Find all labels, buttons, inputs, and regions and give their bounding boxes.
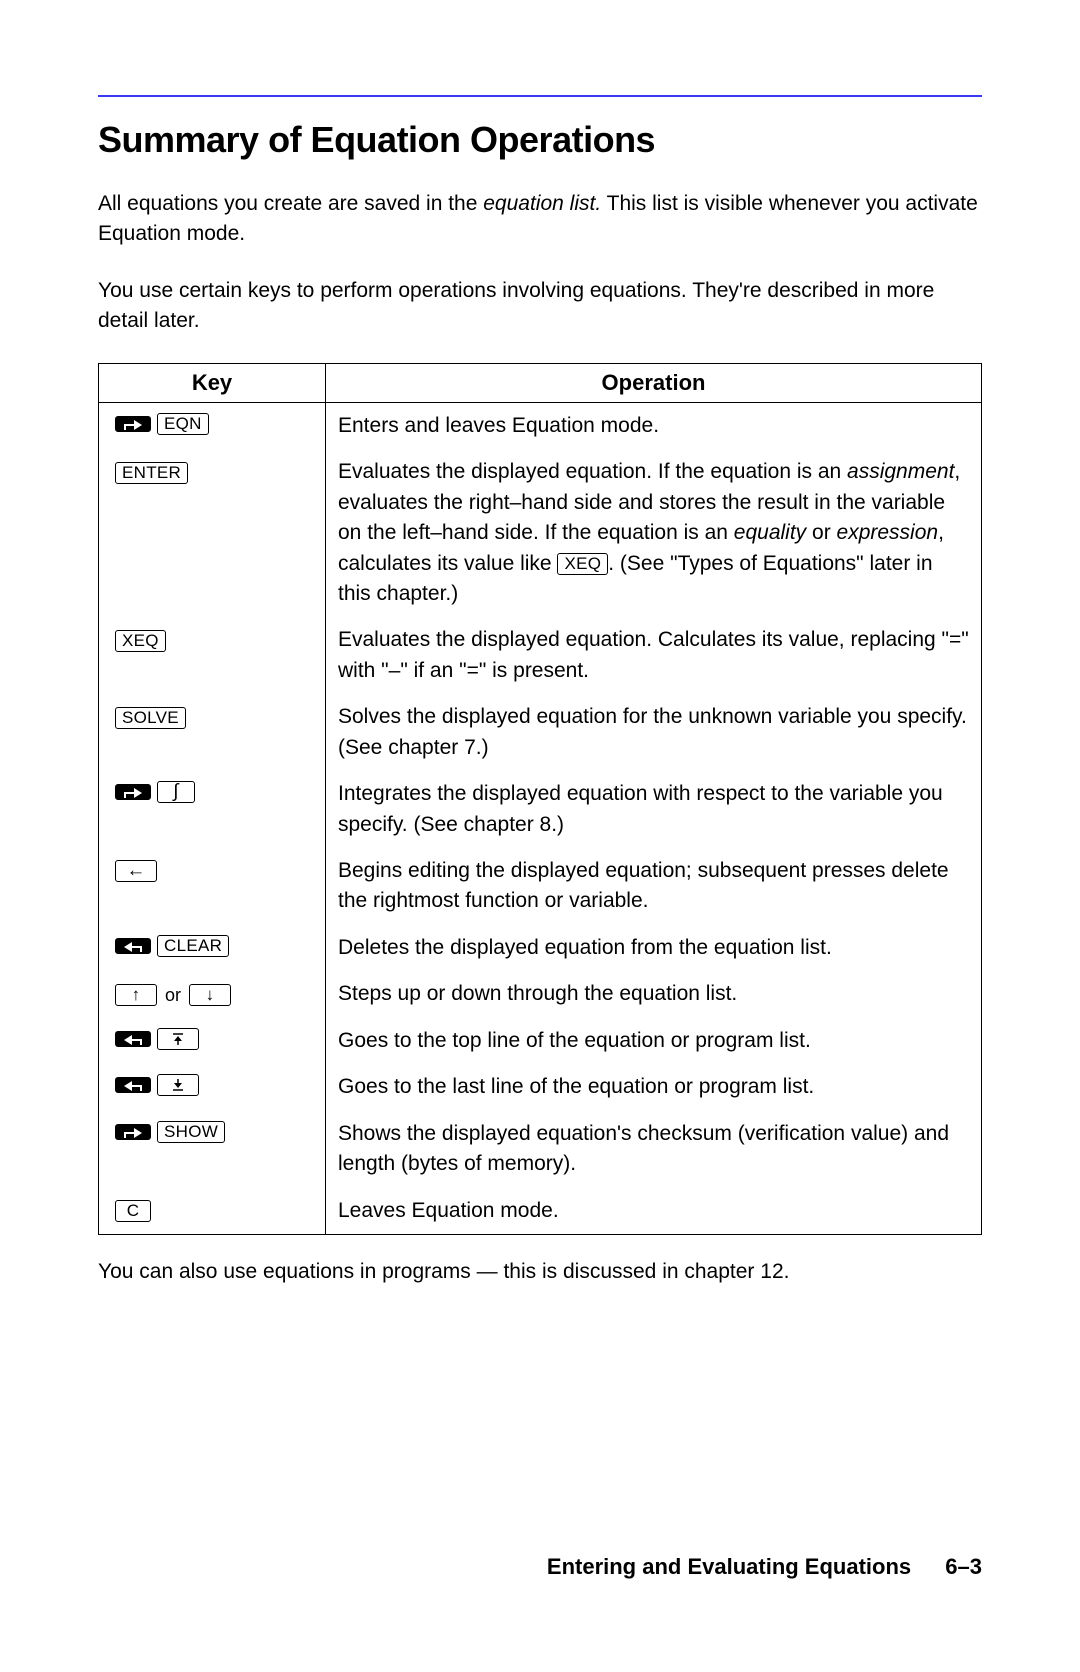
key-cell: SOLVE bbox=[99, 694, 326, 771]
table-row: ∫ Integrates the displayed equation with… bbox=[99, 771, 982, 848]
key-top bbox=[157, 1028, 199, 1050]
left-shift-icon bbox=[115, 938, 151, 954]
key-cell: EQN bbox=[99, 402, 326, 449]
page: Summary of Equation Operations All equat… bbox=[0, 0, 1080, 1672]
table-row: SOLVE Solves the displayed equation for … bbox=[99, 694, 982, 771]
operation-cell: Evaluates the displayed equation. Calcul… bbox=[326, 617, 982, 694]
operation-cell: Shows the displayed equation's checksum … bbox=[326, 1111, 982, 1188]
key-cell: ∫ bbox=[99, 771, 326, 848]
intro-paragraph-1: All equations you create are saved in th… bbox=[98, 189, 982, 250]
operation-cell: Enters and leaves Equation mode. bbox=[326, 402, 982, 449]
outro-paragraph: You can also use equations in programs —… bbox=[98, 1257, 982, 1287]
top-rule bbox=[98, 95, 982, 97]
key-clear: CLEAR bbox=[157, 935, 229, 957]
operation-cell: Goes to the last line of the equation or… bbox=[326, 1064, 982, 1110]
key-cell: CLEAR bbox=[99, 925, 326, 971]
table-row: ↑ or ↓ Steps up or down through the equa… bbox=[99, 971, 982, 1017]
table-row: C Leaves Equation mode. bbox=[99, 1188, 982, 1235]
section-title: Summary of Equation Operations bbox=[98, 119, 982, 161]
operation-cell: Goes to the top line of the equation or … bbox=[326, 1018, 982, 1064]
key-cell: SHOW bbox=[99, 1111, 326, 1188]
key-cell: XEQ bbox=[99, 617, 326, 694]
operation-cell: Evaluates the displayed equation. If the… bbox=[326, 449, 982, 617]
text: All equations you create are saved in th… bbox=[98, 192, 483, 215]
operation-cell: Steps up or down through the equation li… bbox=[326, 971, 982, 1017]
col-key: Key bbox=[99, 363, 326, 402]
page-footer: Entering and Evaluating Equations 6–3 bbox=[547, 1554, 982, 1580]
operation-cell: Solves the displayed equation for the un… bbox=[326, 694, 982, 771]
key-show: SHOW bbox=[157, 1121, 225, 1143]
operation-cell: Begins editing the displayed equation; s… bbox=[326, 848, 982, 925]
table-row: ENTER Evaluates the displayed equation. … bbox=[99, 449, 982, 617]
key-xeq-inline: XEQ bbox=[557, 553, 608, 575]
table-row: SHOW Shows the displayed equation's chec… bbox=[99, 1111, 982, 1188]
footer-chapter: Entering and Evaluating Equations bbox=[547, 1554, 911, 1579]
em-expression: expression bbox=[837, 521, 939, 544]
key-up: ↑ bbox=[115, 984, 157, 1006]
table-row: CLEAR Deletes the displayed equation fro… bbox=[99, 925, 982, 971]
key-cell bbox=[99, 1064, 326, 1110]
operations-table: Key Operation EQN Enters and leaves Equa… bbox=[98, 363, 982, 1235]
intro-paragraph-2: You use certain keys to perform operatio… bbox=[98, 276, 982, 337]
operation-cell: Leaves Equation mode. bbox=[326, 1188, 982, 1235]
operation-cell: Integrates the displayed equation with r… bbox=[326, 771, 982, 848]
key-cell: ↑ or ↓ bbox=[99, 971, 326, 1017]
table-header-row: Key Operation bbox=[99, 363, 982, 402]
table-row: ← Begins editing the displayed equation;… bbox=[99, 848, 982, 925]
key-backspace: ← bbox=[115, 860, 157, 882]
key-cell: ← bbox=[99, 848, 326, 925]
key-integral: ∫ bbox=[157, 781, 195, 803]
key-down: ↓ bbox=[189, 984, 231, 1006]
right-shift-icon bbox=[115, 784, 151, 800]
table-row: Goes to the last line of the equation or… bbox=[99, 1064, 982, 1110]
table-row: EQN Enters and leaves Equation mode. bbox=[99, 402, 982, 449]
or-text: or bbox=[163, 982, 183, 1008]
operation-cell: Deletes the displayed equation from the … bbox=[326, 925, 982, 971]
key-cell bbox=[99, 1018, 326, 1064]
em-equation-list: equation list. bbox=[483, 192, 601, 215]
key-c: C bbox=[115, 1200, 151, 1222]
text: Evaluates the displayed equation. If the… bbox=[338, 460, 847, 483]
table-row: Goes to the top line of the equation or … bbox=[99, 1018, 982, 1064]
left-shift-icon bbox=[115, 1077, 151, 1093]
key-solve: SOLVE bbox=[115, 707, 186, 729]
text: or bbox=[806, 521, 836, 544]
key-cell: C bbox=[99, 1188, 326, 1235]
right-shift-icon bbox=[115, 1124, 151, 1140]
right-shift-icon bbox=[115, 416, 151, 432]
em-assignment: assignment bbox=[847, 460, 954, 483]
key-eqn: EQN bbox=[157, 413, 209, 435]
left-shift-icon bbox=[115, 1031, 151, 1047]
key-bottom bbox=[157, 1074, 199, 1096]
key-cell: ENTER bbox=[99, 449, 326, 617]
key-xeq: XEQ bbox=[115, 630, 166, 652]
footer-page-number: 6–3 bbox=[945, 1554, 982, 1579]
em-equality: equality bbox=[734, 521, 806, 544]
table-row: XEQ Evaluates the displayed equation. Ca… bbox=[99, 617, 982, 694]
col-operation: Operation bbox=[326, 363, 982, 402]
key-enter: ENTER bbox=[115, 462, 188, 484]
